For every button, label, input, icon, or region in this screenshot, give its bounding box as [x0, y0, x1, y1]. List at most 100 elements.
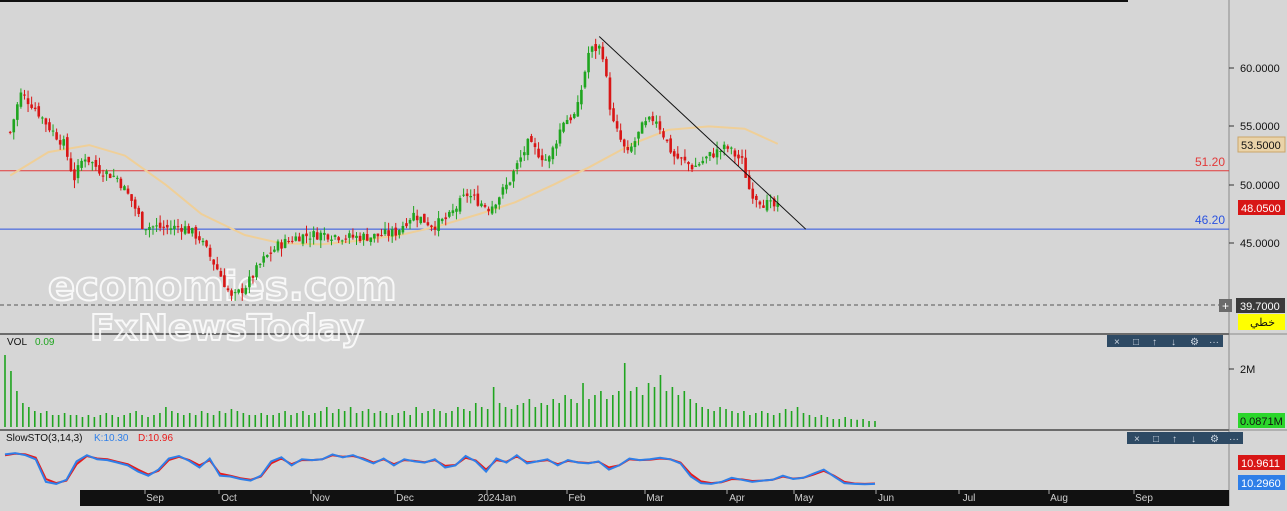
line-type-badge[interactable]	[1238, 314, 1285, 330]
candle-body	[565, 119, 569, 125]
volume-bar	[504, 407, 507, 427]
plus-icon: +	[1222, 299, 1229, 313]
candle-body	[8, 131, 12, 133]
candle-body	[615, 121, 619, 129]
settings-icon[interactable]: ⚙	[1210, 434, 1219, 445]
stochastic-labels: SlowSTO(3,14,3) K:10.30 D:10.96 10.9611 …	[6, 433, 1285, 490]
candle-body	[712, 153, 715, 158]
volume-bar	[415, 407, 417, 427]
candle-body	[551, 147, 555, 160]
volume-bar	[242, 413, 245, 427]
candle-body	[412, 212, 415, 221]
volume-bar	[111, 415, 114, 427]
volume-bar	[266, 415, 268, 427]
candle-body	[733, 150, 737, 157]
arrow-down-icon[interactable]: ↓	[1191, 434, 1196, 445]
volume-bar	[862, 419, 864, 427]
candle-body	[369, 237, 373, 242]
candle-body	[244, 287, 248, 294]
candle-body	[473, 194, 476, 196]
sto-d-last: 10.9611	[1241, 458, 1280, 470]
candle-body	[223, 275, 226, 288]
window-icon[interactable]: □	[1133, 337, 1139, 348]
volume-bar	[16, 391, 18, 427]
candle-body	[340, 240, 344, 242]
candle-body	[508, 182, 512, 185]
candle-body	[747, 175, 751, 190]
volume-bar	[582, 383, 584, 427]
volume-bar	[612, 395, 614, 427]
candle-body	[112, 175, 116, 177]
volume-bar	[165, 407, 167, 427]
candle-body	[662, 131, 665, 138]
volume-bar	[683, 391, 686, 427]
candle-body	[187, 226, 190, 234]
more-icon[interactable]: ···	[1209, 337, 1219, 348]
candle-body	[390, 229, 394, 237]
settings-icon[interactable]: ⚙	[1190, 337, 1199, 348]
volume-bar	[868, 421, 870, 427]
candle-body	[398, 230, 401, 235]
current-price-badge	[1237, 136, 1286, 153]
volume-bar	[480, 407, 483, 427]
candle-body	[640, 122, 644, 134]
candle-body	[255, 265, 258, 278]
arrow-down-icon[interactable]: ↓	[1171, 337, 1176, 348]
volume-bar	[814, 417, 817, 427]
candle-body	[633, 141, 637, 148]
candle-body	[323, 232, 326, 235]
candle-body	[415, 215, 419, 221]
volume-bar	[844, 417, 847, 427]
candle-body	[672, 151, 676, 157]
candle-body	[737, 154, 740, 159]
add-level-button[interactable]	[1219, 299, 1232, 312]
candle-body	[401, 225, 405, 233]
arrow-up-icon[interactable]: ↑	[1152, 337, 1157, 348]
candle-body	[94, 159, 98, 167]
time-tick-label: May	[795, 493, 814, 504]
candle-body	[265, 255, 269, 257]
candle-body	[91, 162, 94, 164]
trendline[interactable]	[598, 36, 807, 230]
volume-bar	[522, 403, 525, 427]
candle-body	[33, 107, 37, 110]
candle-body	[458, 198, 462, 212]
volume-bar	[296, 413, 298, 427]
candle-body	[476, 193, 480, 206]
more-icon[interactable]: ···	[1229, 434, 1239, 445]
volume-bar	[874, 421, 876, 427]
candle-body	[680, 157, 683, 159]
candle-body	[326, 234, 330, 240]
candle-body	[133, 199, 137, 209]
candle-body	[387, 230, 390, 236]
volume-bar	[385, 413, 388, 427]
volume-bar	[802, 413, 805, 427]
volume-bar	[391, 415, 394, 427]
window-icon[interactable]: □	[1153, 434, 1159, 445]
close-icon[interactable]: ×	[1134, 434, 1140, 445]
candle-body	[26, 98, 30, 105]
candle-body	[694, 165, 697, 167]
candle-body	[726, 146, 730, 149]
volume-bar	[314, 413, 316, 427]
candle-body	[637, 131, 640, 139]
volume-bar	[272, 415, 274, 427]
candle-body	[337, 237, 340, 241]
close-icon[interactable]: ×	[1114, 337, 1120, 348]
volume-bar	[600, 391, 602, 427]
candle-body	[298, 236, 301, 242]
candle-body	[519, 157, 523, 162]
volume-bar	[93, 417, 96, 427]
volume-bar	[320, 411, 322, 427]
candle-body	[605, 58, 608, 77]
volume-bar	[617, 391, 620, 427]
candle-body	[116, 177, 119, 179]
candle-body	[433, 226, 437, 230]
volume-bar	[433, 409, 435, 427]
candle-body	[365, 234, 369, 241]
candle-body	[126, 188, 130, 194]
candle-body	[358, 235, 362, 241]
arrow-up-icon[interactable]: ↑	[1172, 434, 1177, 445]
volume-bar	[623, 363, 626, 427]
